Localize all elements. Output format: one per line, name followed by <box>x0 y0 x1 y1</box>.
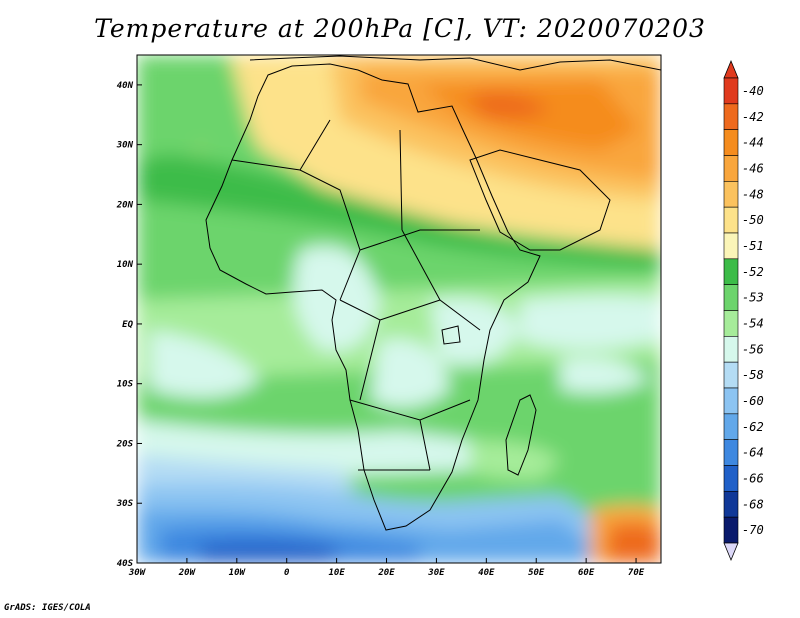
colorbar-swatch <box>723 413 739 440</box>
temperature-field <box>137 55 661 563</box>
colorbar-swatch <box>723 516 739 544</box>
colorbar-label: -51 <box>742 239 764 253</box>
colorbar-swatch <box>723 284 739 311</box>
colorbar-swatch <box>723 387 739 415</box>
colorbar-swatch <box>723 129 739 156</box>
x-tick-label: 30W <box>128 568 147 578</box>
x-tick-label: 50E <box>528 568 545 578</box>
x-tick-label: 40E <box>478 568 495 578</box>
colorbar-swatch <box>723 258 739 285</box>
y-tick-label: 10S <box>117 380 134 390</box>
colorbar-swatch <box>723 465 739 492</box>
country-borders <box>231 119 481 471</box>
colorbar-label: -48 <box>742 187 764 201</box>
lake-victoria <box>441 325 461 345</box>
y-tick-label: EQ <box>122 320 133 330</box>
coastlines <box>205 55 661 531</box>
y-tick-label: 40N <box>117 81 134 91</box>
colorbar-swatch <box>723 336 739 363</box>
colorbar-label: -44 <box>742 136 764 150</box>
plot-frame <box>136 54 662 564</box>
colorbar-swatch <box>723 439 739 466</box>
colorbar-label: -68 <box>742 497 764 511</box>
colorbar-label: -54 <box>742 316 764 330</box>
x-tick-label: 10E <box>328 568 345 578</box>
colorbar-label: -52 <box>742 265 764 279</box>
x-tick-label: 0 <box>284 568 290 578</box>
y-tick-label: 30S <box>116 499 134 509</box>
europe-coastline <box>249 55 661 71</box>
colorbar-swatch <box>723 181 739 208</box>
arabia-coastline <box>469 149 611 251</box>
colorbar-label: -58 <box>742 368 764 382</box>
y-axis: 40N 30N 20N 10N EQ 10S 20S 30S 40S <box>116 81 142 569</box>
colorbar-legend: -40 -42 -44 -46 -48 -50 -51 -52 -53 -54 -56 -58 -60 -… <box>723 59 764 562</box>
x-tick-label: 60E <box>578 568 595 578</box>
colorbar-swatch <box>723 232 739 260</box>
x-axis: 30W 20W 10W 0 10E 20E 30E 40E 50E 60E 70E <box>128 558 645 578</box>
colorbar-label: -56 <box>742 342 764 356</box>
x-tick-label: 20E <box>377 568 395 578</box>
colorbar-label: -70 <box>742 523 764 537</box>
colorbar-swatch <box>723 155 739 182</box>
colorbar-label: -50 <box>742 213 764 227</box>
colorbar-swatch <box>723 103 739 130</box>
colorbar-swatch <box>723 361 739 389</box>
x-tick-label: 10W <box>229 568 247 578</box>
colorbar-top-arrow <box>723 59 739 79</box>
colorbar-label: -46 <box>742 161 764 175</box>
colorbar-label: -40 <box>742 84 764 98</box>
y-tick-label: 20N <box>116 200 134 210</box>
colorbar-label: -42 <box>742 110 764 124</box>
colorbar-swatch <box>723 77 739 105</box>
colorbar-bottom-arrow <box>723 542 739 562</box>
footer-credit: GrADS: IGES/COLA <box>4 603 91 613</box>
y-tick-label: 30N <box>116 141 134 151</box>
colorbar-swatch <box>723 310 739 337</box>
y-tick-label: 40S <box>117 559 134 569</box>
africa-coastline <box>205 63 541 531</box>
y-tick-label: 10N <box>117 260 134 270</box>
x-tick-label: 20W <box>178 568 197 578</box>
colorbar-label: -62 <box>742 420 764 434</box>
map-title: Temperature at 200hPa [C], VT: 202007020… <box>94 14 706 43</box>
colorbar-label: -64 <box>742 446 764 460</box>
colorbar-label: -53 <box>742 291 764 305</box>
y-tick-label: 20S <box>116 439 134 449</box>
colorbar-swatch <box>723 206 739 234</box>
colorbar-label: -66 <box>742 471 764 485</box>
x-tick-label: 30E <box>427 568 445 578</box>
colorbar-swatch <box>723 491 739 518</box>
madagascar-coastline <box>505 394 537 476</box>
colorbar-label: -60 <box>742 394 764 408</box>
x-tick-label: 70E <box>628 568 645 578</box>
